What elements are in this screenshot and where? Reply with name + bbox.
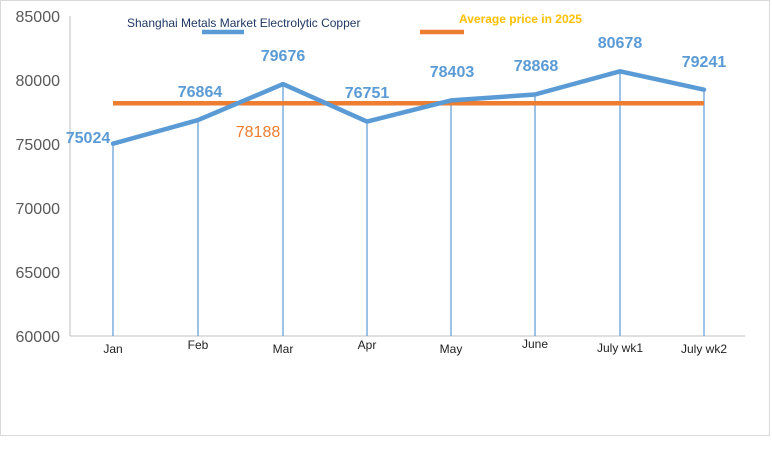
data-label: 79676: [261, 48, 306, 65]
x-tick-label: May: [440, 342, 463, 356]
x-tick-label: July wk1: [597, 341, 643, 355]
y-tick-label: 65000: [16, 265, 61, 282]
chart-frame: [0, 0, 770, 436]
y-tick-label: 80000: [16, 73, 61, 90]
y-axis-ticks: 60000 65000 70000 75000 80000 85000: [16, 9, 61, 346]
data-labels: 75024 76864 79676 76751 78403 78868 80678 79241…: [66, 35, 727, 147]
data-label: 76751: [345, 85, 390, 102]
copper-series: [110, 69, 707, 146]
x-tick-label: July wk2: [681, 342, 727, 356]
x-tick-label: Mar: [273, 342, 294, 356]
average-value-label: 78188: [236, 124, 281, 141]
legend-label-copper: Shanghai Metals Market Electrolytic Copp…: [127, 16, 360, 30]
x-tick-label: Apr: [358, 338, 377, 352]
x-tick-label: June: [522, 337, 548, 351]
data-label: 80678: [598, 35, 643, 52]
drop-lines: [112, 71, 705, 336]
x-tick-label: Jan: [103, 342, 122, 356]
y-tick-label: 85000: [16, 9, 61, 26]
data-label: 75024: [66, 130, 111, 147]
axes: [69, 16, 745, 337]
data-label: 78403: [430, 64, 475, 81]
legend-label-average: Average price in 2025: [459, 12, 582, 26]
copper-price-line: [110, 69, 707, 146]
y-tick-label: 60000: [16, 329, 61, 346]
data-label: 78868: [514, 58, 559, 75]
y-tick-label: 70000: [16, 201, 61, 218]
legend: Shanghai Metals Market Electrolytic Copp…: [127, 12, 582, 35]
x-axis-ticks: Jan Feb Mar Apr May June July wk1 July wk2: [103, 337, 727, 356]
data-label: 76864: [178, 84, 223, 101]
x-tick-label: Feb: [188, 338, 209, 352]
data-label: 79241: [682, 54, 727, 71]
y-tick-label: 75000: [16, 137, 61, 154]
